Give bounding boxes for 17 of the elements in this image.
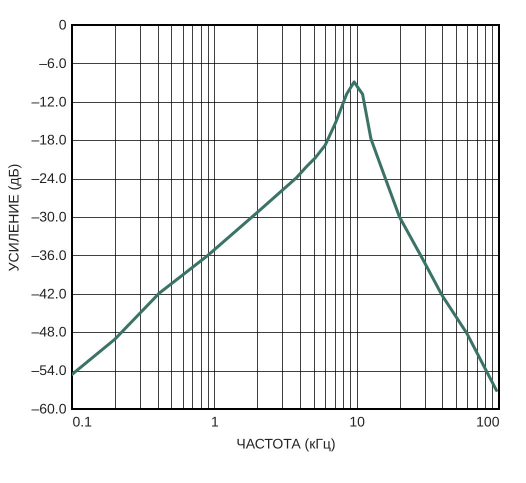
y-tick-label: –30.0 bbox=[31, 208, 67, 224]
y-axis-title: УСИЛЕНИЕ (дБ) bbox=[5, 164, 22, 272]
y-tick-label: –24.0 bbox=[31, 170, 67, 186]
y-tick-label: 0 bbox=[58, 16, 67, 32]
y-tick-label: –12.0 bbox=[31, 93, 67, 110]
x-axis-title: ЧАСТОТА (кГц) bbox=[236, 436, 336, 452]
x-tick-label: 0.1 bbox=[72, 414, 92, 430]
x-tick-label: 1 bbox=[210, 414, 219, 430]
y-tick-label: –6.0 bbox=[39, 54, 67, 71]
y-tick-label: –48.0 bbox=[31, 324, 67, 340]
y-tick-label: –60.0 bbox=[31, 400, 67, 416]
x-tick-label: 10 bbox=[349, 414, 366, 430]
x-tick-label: 100 bbox=[476, 414, 500, 430]
y-tick-label: –18.0 bbox=[31, 132, 67, 148]
y-tick-label: –36.0 bbox=[31, 246, 67, 263]
y-tick-label: –54.0 bbox=[31, 362, 67, 378]
y-tick-label: –42.0 bbox=[31, 285, 67, 302]
